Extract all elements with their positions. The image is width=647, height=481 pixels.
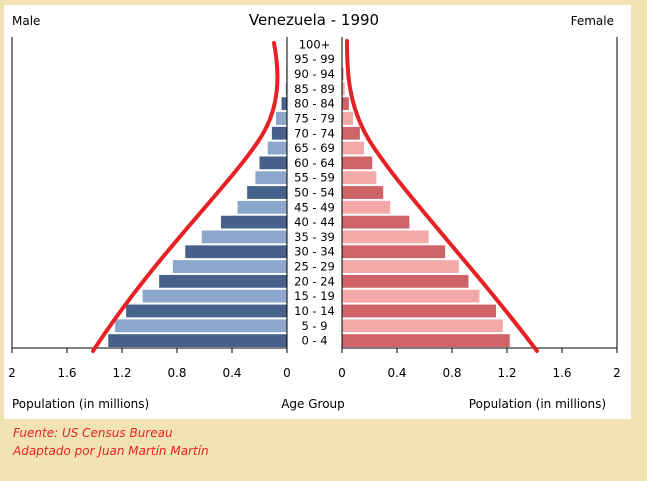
- female-bar: [342, 186, 384, 199]
- female-bar: [342, 274, 469, 288]
- female-bar: [342, 230, 429, 244]
- female-bar: [342, 67, 344, 81]
- male-bar: [142, 289, 288, 303]
- female-tick-label: 2: [613, 366, 621, 380]
- female-bar: [342, 319, 503, 333]
- female-bar: [342, 82, 345, 96]
- chart-title: Venezuela - 1990: [249, 11, 379, 29]
- age-group-label: 45 - 49: [294, 200, 335, 214]
- female-bar: [342, 112, 353, 125]
- female-bar: [342, 141, 364, 155]
- female-tick-label: 0.4: [387, 366, 406, 380]
- female-bar: [342, 260, 459, 273]
- female-bar: [342, 171, 377, 185]
- age-group-label: 70 - 74: [294, 126, 335, 140]
- male-envelope-curve: [91, 41, 280, 353]
- female-bar: [342, 97, 349, 111]
- female-bar: [342, 245, 446, 259]
- male-bar: [259, 156, 287, 170]
- female-label: Female: [571, 14, 614, 28]
- male-bar: [255, 171, 288, 185]
- male-tick-label: 2: [8, 366, 16, 380]
- male-bar: [115, 319, 288, 333]
- male-bar: [126, 304, 288, 318]
- female-bar: [342, 334, 510, 347]
- age-group-label: 95 - 99: [294, 52, 335, 66]
- x-axis-label-left: Population (in millions): [12, 397, 149, 411]
- age-group-label: 5 - 9: [301, 319, 327, 333]
- x-axis-label-right: Population (in millions): [469, 397, 606, 411]
- age-group-label: 20 - 24: [294, 274, 335, 288]
- female-tick-label: 1.2: [497, 366, 516, 380]
- male-bar: [237, 200, 287, 214]
- male-label: Male: [12, 14, 40, 28]
- annotation-curves-group: [91, 39, 539, 353]
- age-group-label: 50 - 54: [294, 186, 335, 200]
- age-group-label: 85 - 89: [294, 82, 335, 96]
- male-tick-label: 0.4: [222, 366, 241, 380]
- male-bar: [247, 186, 288, 199]
- age-group-label: 80 - 84: [294, 97, 335, 111]
- male-tick-label: 0: [283, 366, 291, 380]
- age-group-label: 90 - 94: [294, 67, 335, 81]
- male-tick-label: 1.2: [112, 366, 131, 380]
- age-group-label: 0 - 4: [301, 334, 327, 348]
- age-group-label: 40 - 44: [294, 215, 335, 229]
- x-axis-label-center: Age Group: [281, 397, 345, 411]
- male-bar: [201, 230, 287, 244]
- female-bar: [342, 304, 496, 318]
- female-bar: [342, 289, 480, 303]
- axes-group: 2 1.6 1.2 0.8 0.4 0 0 0.4 0.8 1.2 1.6 2: [8, 37, 621, 380]
- female-tick-label: 1.6: [552, 366, 571, 380]
- male-bar: [267, 141, 287, 155]
- age-group-label: 15 - 19: [294, 289, 335, 303]
- age-group-label: 60 - 64: [294, 156, 335, 170]
- source-credit: Fuente: US Census Bureau: [13, 426, 173, 440]
- male-bar: [285, 82, 288, 96]
- male-bar: [159, 274, 288, 288]
- age-group-label: 55 - 59: [294, 171, 335, 185]
- age-group-label: 65 - 69: [294, 141, 335, 155]
- female-bar: [342, 200, 391, 214]
- age-group-label: 35 - 39: [294, 230, 335, 244]
- female-bar: [342, 215, 410, 229]
- age-group-label: 30 - 34: [294, 245, 335, 259]
- age-group-label: 100+: [299, 37, 331, 51]
- female-bar: [342, 156, 373, 170]
- male-bar: [221, 215, 287, 229]
- female-bar: [342, 126, 360, 140]
- male-bar: [108, 334, 287, 347]
- female-envelope-curve: [345, 39, 539, 353]
- female-tick-label: 0.8: [442, 366, 461, 380]
- male-bar: [271, 126, 288, 140]
- male-bar: [172, 260, 288, 273]
- age-group-label: 10 - 14: [294, 304, 335, 318]
- age-group-label: 25 - 29: [294, 260, 335, 274]
- male-bar: [276, 112, 287, 125]
- male-tick-label: 0.8: [167, 366, 186, 380]
- male-tick-label: 1.6: [57, 366, 76, 380]
- age-group-label: 75 - 79: [294, 111, 335, 125]
- male-bar: [281, 97, 287, 111]
- population-pyramid-chart: Venezuela - 1990 Male Female 0 - 45 - 91…: [8, 11, 621, 411]
- male-bar: [185, 245, 287, 259]
- female-tick-label: 0: [338, 366, 346, 380]
- bars-group: [108, 38, 510, 347]
- adapted-credit: Adaptado por Juan Martín Martín: [13, 444, 209, 458]
